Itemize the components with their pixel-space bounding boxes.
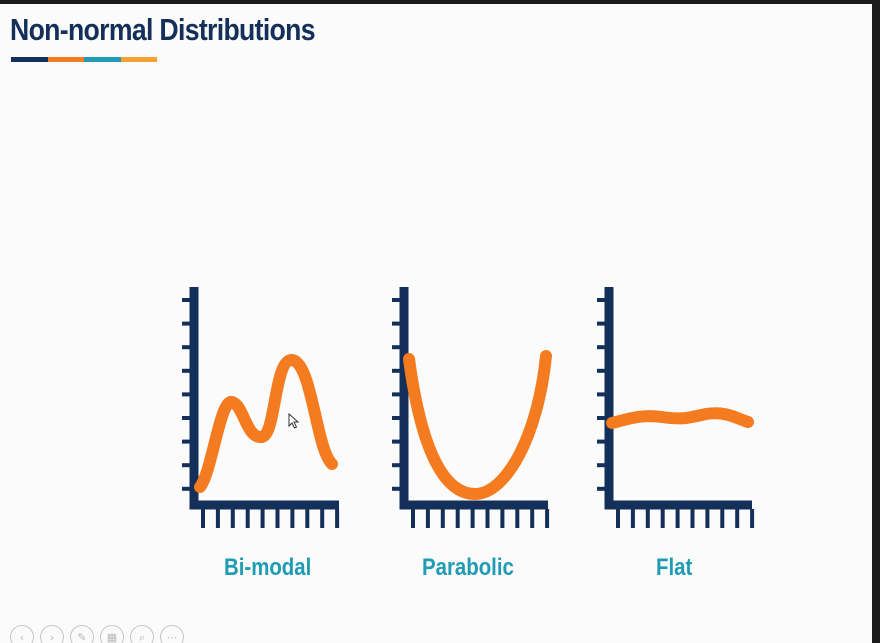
slides-grid-button[interactable]: ▦	[100, 625, 124, 643]
more-options-icon: ⋯	[166, 630, 178, 643]
previous-slide-icon: ‹	[19, 630, 25, 643]
pen-icon: ✎	[77, 630, 87, 643]
parabolic-label: Parabolic	[422, 554, 514, 581]
pen-button[interactable]: ✎	[70, 625, 94, 643]
flat-chart	[597, 287, 755, 528]
presentation-controls: ‹ › ✎ ▦ ⌕ ⋯	[10, 625, 184, 643]
flat-curve	[606, 407, 754, 429]
bimodal-x-ticks	[201, 509, 340, 528]
more-options-button[interactable]: ⋯	[160, 625, 184, 643]
flat-x-ticks	[616, 509, 755, 528]
title-underline	[11, 57, 157, 62]
flat-label: Flat	[656, 554, 693, 581]
slide: Non-normal Distributions Bi-m	[0, 4, 872, 643]
title-underline-segment	[120, 57, 157, 62]
previous-slide-button[interactable]: ‹	[10, 625, 34, 643]
title-underline-segment	[11, 57, 48, 62]
next-slide-button[interactable]: ›	[40, 625, 64, 643]
title-underline-segment	[84, 57, 121, 62]
zoom-icon: ⌕	[138, 630, 146, 643]
title-underline-segment	[47, 57, 84, 62]
next-slide-icon: ›	[49, 630, 55, 643]
slide-title: Non-normal Distributions	[10, 12, 316, 47]
parabolic-chart	[392, 287, 552, 528]
bimodal-label: Bi-modal	[224, 554, 312, 581]
slides-grid-icon: ▦	[106, 630, 118, 643]
mouse-pointer-icon	[288, 413, 300, 429]
bimodal-chart	[182, 287, 340, 528]
zoom-button[interactable]: ⌕	[130, 625, 154, 643]
distribution-charts	[182, 287, 755, 528]
parabolic-curve	[403, 350, 552, 500]
parabolic-x-ticks	[411, 509, 550, 528]
bimodal-curve	[194, 354, 338, 493]
